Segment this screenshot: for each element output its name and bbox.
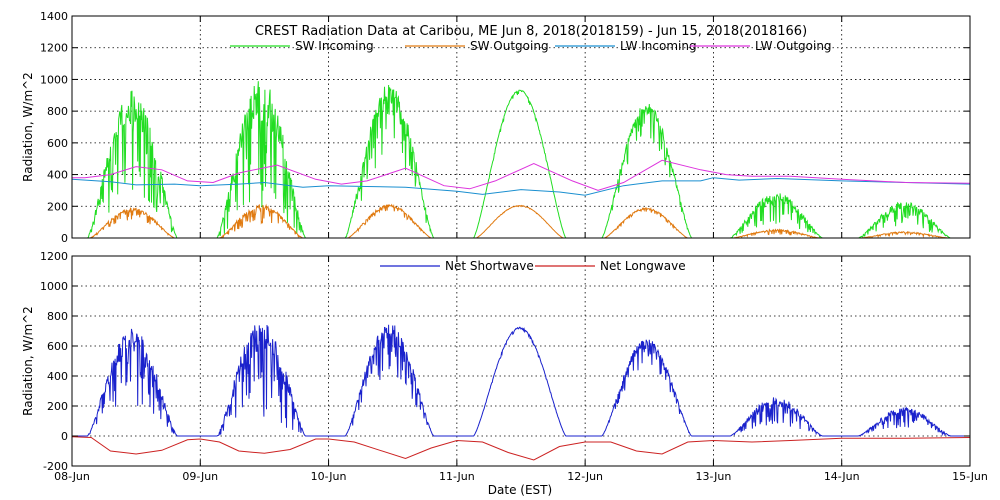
y-axis-label: Radiation, W/m^2 (21, 306, 35, 416)
x-tick-label: 13-Jun (696, 470, 732, 483)
plot-frame (71, 15, 971, 239)
y-tick-label: 0 (61, 232, 68, 245)
y-tick-label: 1400 (40, 10, 68, 23)
y-tick-label: 400 (47, 370, 68, 383)
x-tick-label: 11-Jun (439, 470, 475, 483)
x-tick-label: 10-Jun (311, 470, 347, 483)
y-tick-label: 1000 (40, 280, 68, 293)
y-tick-label: 200 (47, 400, 68, 413)
x-tick-label: 15-Jun (952, 470, 988, 483)
x-axis-label: Date (EST) (488, 483, 552, 497)
x-tick-label: 14-Jun (824, 470, 860, 483)
y-tick-label: 1200 (40, 42, 68, 55)
y-tick-label: 600 (47, 340, 68, 353)
series-line-lw-incoming (71, 177, 971, 196)
legend-entry: LW Incoming (620, 39, 697, 53)
x-tick-label: 08-Jun (54, 470, 90, 483)
y-tick-label: 0 (61, 430, 68, 443)
series-line-sw-outgoing (72, 203, 970, 239)
x-tick-label: 09-Jun (182, 470, 218, 483)
y-axis-label: Radiation, W/m^2 (21, 72, 35, 182)
plot-frame (71, 255, 971, 467)
legend-entry: SW Incoming (295, 39, 374, 53)
series-line-sw-incoming (72, 81, 970, 239)
y-tick-label: 400 (47, 169, 68, 182)
legend-entry: Net Longwave (600, 259, 686, 273)
y-tick-label: 1000 (40, 73, 68, 86)
upper-panel: SW Incoming SW Outgoing LW Incoming LW Outg… (21, 10, 971, 245)
y-tick-label: 600 (47, 137, 68, 150)
x-tick-label: 12-Jun (567, 470, 603, 483)
lower-panel: Net Shortwave Net Longwave -200 0 200 400 600 8… (21, 250, 988, 483)
chart-title: CREST Radiation Data at Caribou, ME Jun … (255, 24, 807, 39)
y-tick-label: 800 (47, 310, 68, 323)
legend-entry: Net Shortwave (445, 259, 534, 273)
legend-entry: LW Outgoing (755, 39, 832, 53)
y-tick-label: 1200 (40, 250, 68, 263)
legend-entry: SW Outgoing (470, 39, 549, 53)
series-line-net-longwave (71, 436, 971, 461)
series-line-net-shortwave (72, 324, 970, 437)
y-tick-label: 800 (47, 105, 68, 118)
y-tick-label: 200 (47, 200, 68, 213)
series-line-lw-outgoing (72, 159, 971, 191)
y-tick-label: -200 (43, 460, 68, 473)
